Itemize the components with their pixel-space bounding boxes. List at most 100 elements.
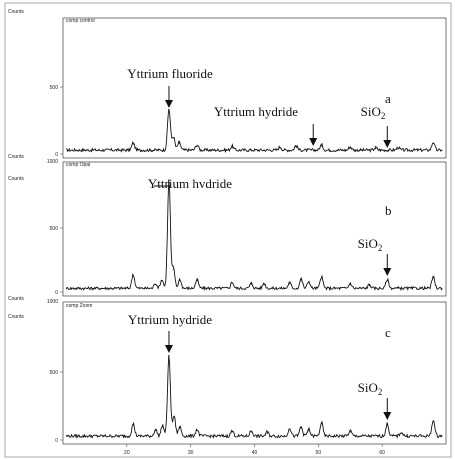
annotation-arrowhead bbox=[309, 138, 318, 146]
ylabel-counts: Counts bbox=[8, 154, 24, 160]
ylabel-counts: Counts bbox=[8, 314, 24, 320]
xrd-trace bbox=[66, 108, 443, 154]
panel-letter: a bbox=[385, 91, 391, 106]
peak-point bbox=[172, 137, 175, 139]
peak-point bbox=[386, 424, 388, 426]
peak-point bbox=[154, 283, 157, 285]
peak-point bbox=[231, 282, 233, 284]
xrd-trace bbox=[65, 354, 443, 440]
chart-panel-a bbox=[62, 17, 447, 159]
peak-point bbox=[320, 277, 323, 279]
peak-point bbox=[168, 180, 170, 182]
y-tick-label: 1000 bbox=[47, 299, 58, 305]
peak-point bbox=[432, 277, 434, 279]
peak-point bbox=[320, 145, 323, 147]
peak-point bbox=[308, 281, 310, 283]
peak-point bbox=[400, 432, 402, 434]
annotations-b: Yttrium hvdride SiO2 bbox=[148, 176, 392, 276]
y-tick-labels: 0 500 1000 bbox=[47, 159, 63, 296]
peak-annotation: Yttrium hydride bbox=[214, 104, 298, 119]
plot-frame bbox=[62, 161, 447, 297]
peak-point bbox=[231, 431, 233, 433]
ylabel-counts: Counts bbox=[8, 296, 24, 302]
peak-point bbox=[300, 279, 302, 281]
x-tick-label: 30 bbox=[188, 450, 194, 456]
annotation-arrowhead bbox=[164, 345, 173, 353]
chart-panel-c bbox=[62, 301, 447, 445]
panel-letter: b bbox=[385, 203, 392, 218]
peak-point bbox=[132, 143, 134, 145]
peak-annotation: Yttrium hydride bbox=[128, 312, 212, 327]
peak-point bbox=[154, 429, 157, 432]
peak-point bbox=[375, 148, 377, 150]
peak-point bbox=[196, 279, 198, 282]
peak-point bbox=[289, 428, 291, 430]
peak-point bbox=[196, 429, 198, 432]
y-tick-label: 0 bbox=[55, 290, 58, 296]
x-tick-label: 50 bbox=[316, 450, 322, 456]
plot-frame bbox=[62, 17, 447, 159]
x-tick-labels: 20 30 40 50 60 bbox=[124, 444, 385, 456]
y-tick-label: 1000 bbox=[47, 159, 58, 165]
annotations-c: Yttrium hydride SiO2 bbox=[128, 312, 392, 420]
peak-point bbox=[263, 283, 265, 285]
annotation-arrowhead bbox=[383, 412, 392, 420]
figure-frame bbox=[4, 2, 452, 458]
annotation-arrowhead bbox=[383, 140, 392, 148]
peak-point bbox=[161, 425, 164, 427]
x-tick-label: 20 bbox=[124, 450, 130, 456]
x-tick-label: 60 bbox=[379, 450, 385, 456]
peak-point bbox=[172, 268, 175, 270]
ylabel-counts: Counts bbox=[8, 9, 24, 15]
peak-point bbox=[179, 279, 181, 282]
peak-point bbox=[168, 109, 170, 111]
peak-point bbox=[179, 427, 181, 429]
y-tick-label: 0 bbox=[55, 438, 58, 444]
peak-point bbox=[349, 431, 351, 433]
peak-point bbox=[432, 142, 434, 144]
y-tick-label: 500 bbox=[50, 226, 59, 232]
peak-annotation: SiO2 bbox=[361, 104, 386, 121]
peak-point bbox=[308, 429, 310, 432]
annotations-a: Yttrium fluoride Yttrium hydride SiO2 bbox=[127, 66, 392, 148]
y-tick-label: 0 bbox=[55, 152, 58, 158]
panel-tag: comp control bbox=[66, 18, 95, 24]
y-tick-labels: 0 500 bbox=[50, 85, 63, 158]
peak-point bbox=[168, 356, 170, 358]
peak-point bbox=[132, 424, 134, 426]
peak-point bbox=[432, 420, 434, 422]
peak-point bbox=[161, 279, 163, 282]
xrd-trace bbox=[65, 179, 443, 292]
annotation-arrowhead bbox=[164, 100, 173, 108]
y-tick-label: 500 bbox=[50, 370, 59, 376]
chart-panel-b bbox=[62, 161, 447, 297]
peak-annotation: SiO2 bbox=[358, 236, 383, 253]
peak-point bbox=[300, 427, 302, 429]
peak-point bbox=[320, 423, 323, 425]
peak-point bbox=[349, 147, 351, 149]
peak-point bbox=[266, 432, 268, 434]
x-tick-label: 40 bbox=[252, 450, 258, 456]
peak-point bbox=[250, 431, 252, 433]
peak-point bbox=[279, 147, 281, 149]
peak-annotation: Yttrium hvdride bbox=[148, 176, 232, 191]
peak-annotation: SiO2 bbox=[358, 380, 383, 397]
peak-point bbox=[178, 142, 180, 144]
y-tick-labels: 0 500 1000 bbox=[47, 299, 63, 444]
panel-tag: comp Opal bbox=[66, 162, 90, 168]
peak-point bbox=[231, 146, 233, 148]
panel-a: Counts comp control a 0 500 Yttrium fluor… bbox=[8, 9, 447, 159]
ylabel-counts: Counts bbox=[8, 176, 24, 182]
peak-point bbox=[397, 148, 399, 150]
peak-point bbox=[386, 279, 388, 282]
peak-point bbox=[368, 285, 370, 287]
peak-annotation: Yttrium fluoride bbox=[127, 66, 213, 81]
peak-point bbox=[173, 416, 175, 418]
panel-tag: comp Zoom bbox=[66, 303, 92, 309]
peak-point bbox=[349, 283, 351, 285]
panel-b: Counts Counts comp Opal b 0 500 1000 Yttri… bbox=[8, 154, 447, 297]
panel-letter: c bbox=[385, 325, 391, 340]
peak-point bbox=[250, 283, 252, 285]
y-tick-label: 500 bbox=[50, 85, 59, 91]
